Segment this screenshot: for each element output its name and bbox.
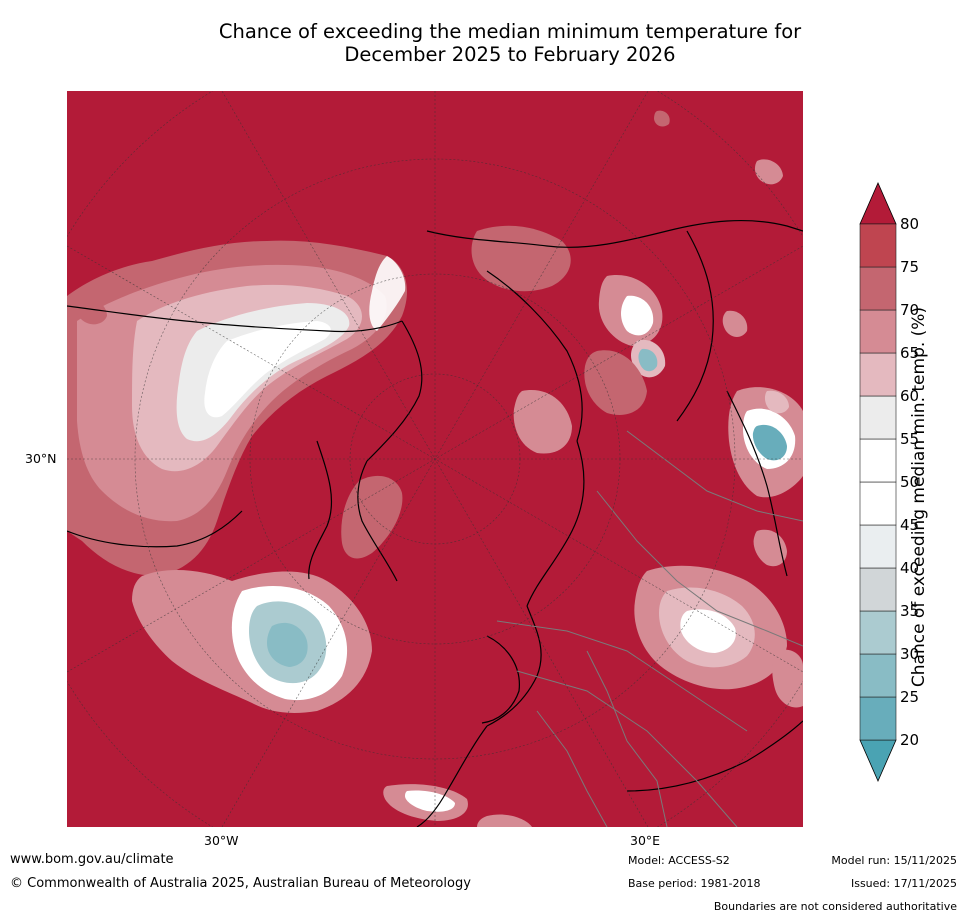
colorbar-tick-label: 35 (900, 602, 919, 620)
colorbar-band (859, 309, 897, 354)
colorbar-tick-label: 25 (900, 688, 919, 706)
footer-model-run: Model run: 15/11/2025 (831, 854, 957, 867)
country-borders (496, 430, 803, 827)
map-svg (67, 91, 803, 827)
title-line-1: Chance of exceeding the median minimum t… (218, 20, 802, 43)
colorbar-band (859, 567, 897, 612)
colorbar-band (859, 524, 897, 569)
colorbar-band (859, 696, 897, 741)
colorbar-tick-label: 70 (900, 301, 919, 319)
colorbar-band (859, 610, 897, 655)
colorbar-band (859, 438, 897, 483)
colorbar-tick-label: 50 (900, 473, 919, 491)
colorbar-tick-label: 55 (900, 430, 919, 448)
region-north-africa (383, 649, 803, 827)
lon-label-30w: 30°W (204, 833, 239, 848)
colorbar-bands (859, 182, 897, 782)
footer-url[interactable]: www.bom.gov.au/climate (10, 852, 174, 867)
colorbar-tick-label: 20 (900, 731, 919, 749)
probability-map (67, 91, 803, 827)
lon-label-30e: 30°E (630, 833, 661, 848)
colorbar-tick-label: 65 (900, 344, 919, 362)
colorbar-tick-label: 75 (900, 258, 919, 276)
graticule (67, 91, 803, 827)
colorbar-band (859, 653, 897, 698)
colorbar-band (859, 395, 897, 440)
scattered-patches (75, 110, 789, 414)
colorbar-extend-bottom (859, 739, 897, 782)
colorbar-band (859, 266, 897, 311)
colorbar-tick-label: 30 (900, 645, 919, 663)
colorbar-tick-label: 40 (900, 559, 919, 577)
footer-base-period: Base period: 1981-2018 (628, 877, 761, 890)
title-line-2: December 2025 to February 2026 (344, 43, 676, 66)
colorbar-tick-label: 45 (900, 516, 919, 534)
colorbar-band (859, 481, 897, 526)
colorbar-band (859, 223, 897, 268)
colorbar-tick-labels: 20 25 30 35 40 45 50 55 60 65 70 75 80 (900, 215, 919, 749)
colorbar-tick-label: 80 (900, 215, 919, 233)
footer-copyright: © Commonwealth of Australia 2025, Austra… (10, 876, 471, 891)
colorbar-extend-top (859, 182, 897, 225)
region-north-atlantic (132, 569, 372, 714)
region-asia (471, 225, 666, 454)
colorbar-title: Chance of exceeding median min. temp. (%… (909, 306, 929, 688)
footer-disclaimer: Boundaries are not considered authoritat… (713, 900, 957, 913)
colorbar-svg: 20 25 30 35 40 45 50 55 60 65 70 75 80 (859, 182, 919, 782)
colorbar: 20 25 30 35 40 45 50 55 60 65 70 75 80 (840, 180, 960, 790)
region-greenland (341, 475, 403, 559)
colorbar-tick-label: 60 (900, 387, 919, 405)
lat-label-30n: 30°N (25, 451, 57, 466)
map-title: Chance of exceeding the median minimum t… (60, 20, 960, 66)
region-middle-east (634, 529, 787, 690)
colorbar-band (859, 352, 897, 397)
footer-model: Model: ACCESS-S2 (628, 854, 730, 867)
footer-issued: Issued: 17/11/2025 (850, 877, 957, 890)
region-north-america (67, 240, 407, 576)
coastlines (67, 219, 803, 827)
